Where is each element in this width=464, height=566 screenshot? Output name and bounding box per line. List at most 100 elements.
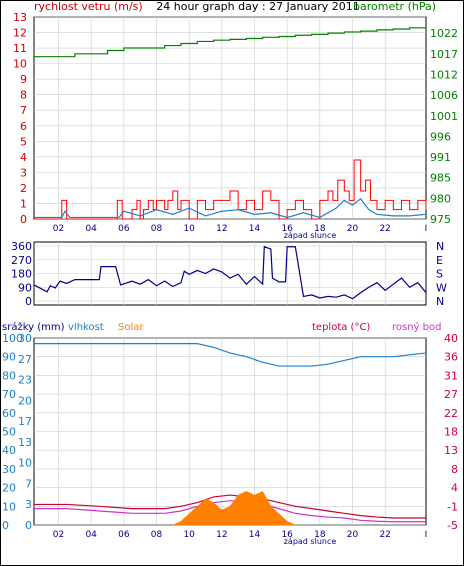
temperature-tick-label: -1 (447, 500, 458, 513)
x-tick-label: 18 (314, 530, 326, 540)
x-tick-label: 04 (85, 224, 97, 234)
x-tick-label: 14 (249, 224, 261, 234)
left-tick-label: 12 (13, 27, 27, 40)
chart-title: 24 hour graph day : 27 January 2011 (156, 0, 360, 13)
right-tick-label: 1001 (430, 110, 458, 123)
panel3-inner-ticks: 0 10 20 30 40 50 60 70 80 90 100 (2, 332, 23, 532)
x-tick-label: 20 (347, 224, 359, 234)
x-tick-label: 04 (85, 530, 97, 540)
humidity-tick-label: 50 (2, 426, 16, 439)
left-tick-label: 7 (20, 104, 27, 117)
wind-direction-line (33, 245, 427, 300)
rain-tick-label: 13 (18, 436, 32, 449)
humidity-tick-label: 60 (2, 407, 16, 420)
panel1-sunset-annotation: západ slunce (284, 231, 337, 240)
panel3-sunset-annotation: západ slunce (284, 537, 337, 546)
x-tick-label: 22 (379, 530, 390, 540)
x-tick-label: 08 (151, 224, 163, 234)
rain-tick-label: 3 (25, 498, 32, 511)
dewpoint-axis-label: rosný bod (392, 321, 441, 333)
panel3-series (34, 343, 427, 526)
x-tick-label: 10 (183, 530, 195, 540)
humidity-tick-label: 80 (2, 369, 16, 382)
humidity-line (34, 343, 427, 367)
direction-tick-label: 360 (11, 240, 32, 253)
right-tick-label: 1017 (430, 48, 458, 61)
wind-speed-line (34, 197, 427, 219)
temperature-tick-label: 31 (444, 369, 458, 382)
left-tick-label: 0 (20, 213, 27, 226)
humidity-tick-label: 40 (2, 444, 16, 457)
x-tick-label: 20 (347, 530, 359, 540)
left-tick-label: 5 (20, 135, 27, 148)
temperature-humidity-panel: srážky (mm) vlhkost Solar teplota (°C) r… (2, 321, 458, 546)
panel3-right-ticks: -5 -1 4 8 13 18 22 27 31 36 40 (444, 332, 458, 532)
rain-tick-label: 23 (18, 374, 32, 387)
right-tick-label: 1006 (430, 89, 458, 102)
humidity-axis-label: vlhkost (68, 322, 104, 333)
left-tick-label: 11 (13, 42, 27, 55)
panel3-left-ticks: 0 3 7 10 13 17 20 23 27 30 (18, 332, 32, 532)
x-tick-label: 22 (379, 224, 390, 234)
temperature-tick-label: 18 (444, 426, 458, 439)
humidity-tick-label: 100 (2, 332, 23, 345)
compass-label: E (436, 254, 443, 267)
direction-tick-label: 270 (11, 254, 32, 267)
right-tick-label: 975 (430, 213, 451, 226)
panel2-grid (34, 242, 426, 305)
left-tick-label: 8 (20, 89, 27, 102)
rain-tick-label: 30 (18, 332, 32, 345)
humidity-tick-label: 10 (2, 500, 16, 513)
humidity-tick-label: 0 (2, 519, 9, 532)
left-tick-label: 4 (20, 151, 27, 164)
temperature-tick-label: 4 (451, 482, 458, 495)
rain-tick-label: 7 (25, 477, 32, 490)
rain-tick-label: 10 (18, 457, 32, 470)
compass-label: N (436, 295, 444, 308)
right-tick-label: 985 (430, 172, 451, 185)
panel3-x-ticks: 02 04 06 08 10 12 14 16 18 20 22 I (53, 530, 428, 540)
x-tick-label: 12 (216, 530, 227, 540)
temperature-tick-label: 27 (444, 388, 458, 401)
solar-axis-label: Solar (118, 322, 144, 333)
right-tick-label: 1012 (430, 68, 458, 81)
panel1-series (34, 27, 427, 220)
left-tick-label: 9 (20, 73, 27, 86)
x-tick-label: 16 (281, 530, 293, 540)
left-tick-label: 3 (20, 166, 27, 179)
compass-label: W (436, 281, 447, 294)
compass-label: S (436, 268, 443, 281)
left-tick-label: 2 (20, 182, 27, 195)
temperature-axis-label: teplota (°C) (312, 322, 370, 333)
right-tick-label: 1022 (430, 27, 458, 40)
right-tick-label: 996 (430, 130, 451, 143)
x-tick-label: 08 (151, 530, 163, 540)
temperature-tick-label: 40 (444, 332, 458, 345)
rain-tick-label: 0 (25, 519, 32, 532)
temperature-tick-label: 13 (444, 444, 458, 457)
x-end-marker: I (425, 530, 428, 540)
x-tick-label: 14 (249, 530, 261, 540)
direction-tick-label: 0 (25, 295, 32, 308)
humidity-tick-label: 70 (2, 388, 16, 401)
gust-line (34, 159, 427, 220)
left-tick-label: 10 (13, 58, 27, 71)
left-tick-label: 1 (20, 197, 27, 210)
pressure-axis-label: barometr (hPa) (353, 0, 436, 13)
rain-tick-label: 17 (18, 415, 32, 428)
panel1-plot-area (33, 16, 427, 220)
right-tick-label: 991 (430, 151, 451, 164)
direction-tick-label: 90 (18, 281, 32, 294)
direction-tick-label: 180 (11, 268, 32, 281)
temperature-tick-label: 22 (444, 407, 458, 420)
panel1-right-ticks: 975 980 985 991 996 1001 1006 1012 1017 1022 (430, 27, 458, 226)
x-end-marker: I (425, 224, 428, 234)
temperature-tick-label: 8 (451, 463, 458, 476)
panel1-x-ticks: 02 04 06 08 10 12 14 16 18 20 22 I (53, 224, 428, 234)
right-tick-label: 980 (430, 192, 451, 205)
